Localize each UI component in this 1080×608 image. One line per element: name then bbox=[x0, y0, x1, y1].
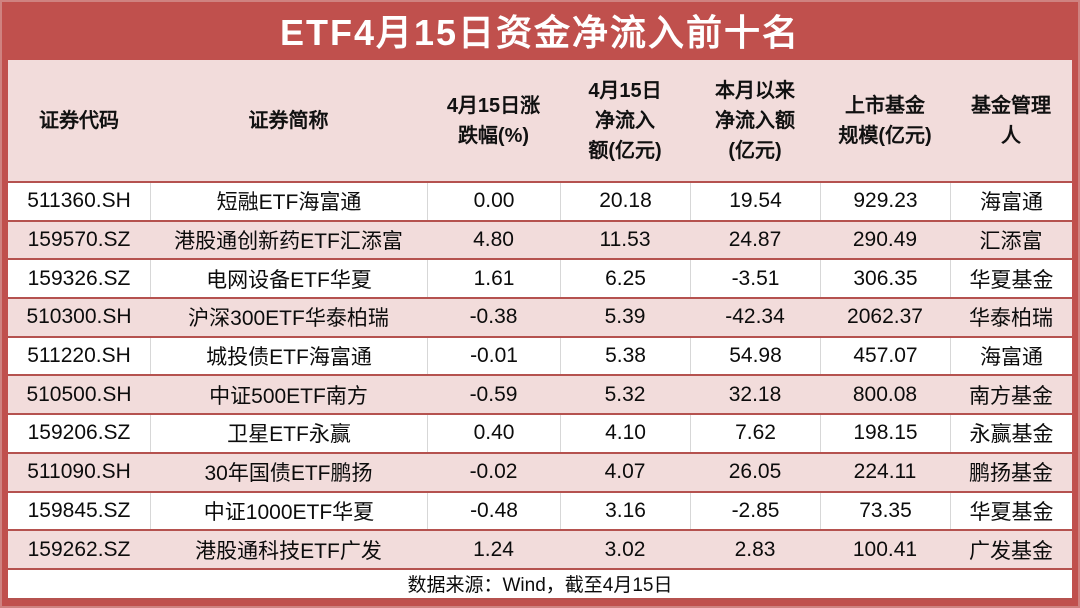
cell-change: -0.02 bbox=[469, 460, 518, 484]
cell-code: 511360.SH bbox=[27, 189, 131, 213]
cell-code: 159206.SZ bbox=[27, 421, 131, 445]
cell-fund-size: 198.15 bbox=[820, 415, 950, 452]
cell-change: -0.01 bbox=[427, 337, 560, 375]
cell-inflow-day: 6.25 bbox=[560, 260, 690, 298]
table-row: 159570.SZ 港股通创新药ETF汇添富 4.80 11.53 24.87 290.4… bbox=[8, 219, 1072, 259]
cell-inflow-month: 26.05 bbox=[728, 460, 782, 484]
cell-inflow-month: 19.54 bbox=[690, 183, 820, 220]
col-header-manager: 基金管理 人 bbox=[971, 94, 1051, 147]
cell-code: 159845.SZ bbox=[27, 498, 131, 522]
col-header-change: 4月15日涨 跌幅(%) bbox=[446, 94, 541, 147]
col-header-fund-size: 上市基金 规模(亿元) bbox=[838, 94, 932, 147]
cell-fund-size: 306.35 bbox=[820, 260, 950, 298]
cell-fund-size: 457.07 bbox=[820, 337, 950, 375]
cell-inflow-month: 7.62 bbox=[690, 415, 820, 452]
table-row: 510500.SH 中证500ETF南方 -0.59 5.32 32.18 800.08 南… bbox=[8, 374, 1072, 414]
cell-inflow-day: 4.10 bbox=[560, 415, 690, 452]
table-row: 159206.SZ 卫星ETF永赢 0.40 4.10 7.62 198.15 永赢基金 bbox=[8, 413, 1072, 452]
cell-change: 0.00 bbox=[427, 183, 560, 220]
cell-fund-size: 224.11 bbox=[853, 460, 917, 484]
cell-manager: 华夏基金 bbox=[950, 492, 1072, 530]
cell-manager: 华夏基金 bbox=[950, 260, 1072, 298]
cell-inflow-day: 3.02 bbox=[604, 537, 646, 561]
cell-code: 511090.SH bbox=[27, 460, 131, 484]
cell-fund-size: 290.49 bbox=[852, 228, 918, 252]
cell-fund-size: 2062.37 bbox=[847, 305, 923, 329]
cell-fund-size: 73.35 bbox=[820, 492, 950, 530]
col-header-inflow-day: 4月15日 净流入 额(亿元) bbox=[588, 79, 662, 162]
cell-inflow-month: 24.87 bbox=[728, 228, 782, 252]
cell-inflow-day: 5.39 bbox=[604, 305, 646, 329]
cell-name: 短融ETF海富通 bbox=[150, 183, 427, 220]
cell-manager: 鹏扬基金 bbox=[969, 462, 1053, 486]
col-header-inflow-month: 本月以来 净流入额 (亿元) bbox=[715, 79, 795, 162]
cell-name: 卫星ETF永赢 bbox=[150, 415, 427, 452]
table-row: 510300.SH 沪深300ETF华泰柏瑞 -0.38 5.39 -42.34 2062… bbox=[8, 297, 1072, 336]
cell-manager: 海富通 bbox=[950, 337, 1072, 375]
source-note: 数据来源：Wind，截至4月15日 bbox=[407, 575, 673, 597]
cell-change: 1.61 bbox=[427, 260, 560, 298]
cell-fund-size: 929.23 bbox=[820, 183, 950, 220]
table-row: 511360.SH 短融ETF海富通 0.00 20.18 19.54 929.23 海富通 bbox=[8, 181, 1072, 220]
cell-change: -0.48 bbox=[427, 492, 560, 530]
table-row: 159326.SZ 电网设备ETF华夏 1.61 6.25 -3.51 306.35 华夏基… bbox=[8, 258, 1072, 298]
table-row: 159262.SZ 港股通科技ETF广发 1.24 3.02 2.83 100.41 广发基… bbox=[8, 529, 1072, 568]
cell-change: -0.38 bbox=[469, 305, 518, 329]
cell-code: 159570.SZ bbox=[27, 228, 131, 252]
cell-inflow-month: -2.85 bbox=[690, 492, 820, 530]
cell-inflow-month: 32.18 bbox=[728, 382, 782, 406]
page-title: ETF4月15日资金净流入前十名 bbox=[279, 12, 801, 53]
cell-inflow-day: 5.32 bbox=[604, 382, 646, 406]
col-header-name: 证券简称 bbox=[248, 109, 329, 132]
cell-inflow-month: 2.83 bbox=[734, 537, 776, 561]
cell-code: 510500.SH bbox=[26, 382, 132, 406]
table-header-row: 证券代码 证券简称 4月15日涨 跌幅(%) 4月15日 净流入 额(亿元) 本… bbox=[8, 60, 1072, 181]
cell-name: 中证500ETF南方 bbox=[209, 384, 368, 408]
cell-manager: 广发基金 bbox=[969, 539, 1053, 563]
cell-manager: 华泰柏瑞 bbox=[969, 307, 1053, 331]
cell-manager: 海富通 bbox=[950, 183, 1072, 220]
cell-name: 30年国债ETF鹏扬 bbox=[204, 462, 373, 486]
cell-name: 港股通科技ETF广发 bbox=[195, 539, 382, 563]
cell-manager: 永赢基金 bbox=[950, 415, 1072, 452]
cell-inflow-day: 3.16 bbox=[560, 492, 690, 530]
cell-change: 1.24 bbox=[473, 537, 514, 561]
col-header-code: 证券代码 bbox=[39, 109, 119, 132]
cell-code: 511220.SH bbox=[27, 344, 131, 368]
data-table: 证券代码 证券简称 4月15日涨 跌幅(%) 4月15日 净流入 额(亿元) 本… bbox=[8, 60, 1072, 600]
cell-name: 电网设备ETF华夏 bbox=[150, 260, 427, 298]
cell-inflow-month: -3.51 bbox=[690, 260, 820, 298]
cell-fund-size: 800.08 bbox=[852, 382, 918, 406]
table-row: 511220.SH 城投债ETF海富通 -0.01 5.38 54.98 457.07 海富… bbox=[8, 335, 1072, 375]
cell-manager: 南方基金 bbox=[969, 384, 1053, 408]
cell-code: 159262.SZ bbox=[27, 537, 131, 561]
cell-name: 中证1000ETF华夏 bbox=[150, 492, 427, 530]
cell-inflow-day: 5.38 bbox=[560, 337, 690, 375]
cell-manager: 汇添富 bbox=[979, 230, 1043, 254]
cell-change: -0.59 bbox=[469, 382, 518, 406]
cell-fund-size: 100.41 bbox=[852, 537, 918, 561]
cell-name: 港股通创新药ETF汇添富 bbox=[174, 230, 403, 254]
cell-change: 4.80 bbox=[473, 228, 514, 252]
cell-change: 0.40 bbox=[427, 415, 560, 452]
cell-code: 510300.SH bbox=[26, 305, 132, 329]
cell-inflow-day: 11.53 bbox=[599, 228, 651, 252]
table-row: 159845.SZ 中证1000ETF华夏 -0.48 3.16 -2.85 73.35 华… bbox=[8, 490, 1072, 530]
cell-inflow-month: 54.98 bbox=[690, 337, 820, 375]
cell-name: 沪深300ETF华泰柏瑞 bbox=[188, 307, 389, 331]
cell-inflow-month: -42.34 bbox=[725, 305, 785, 329]
table-row: 511090.SH 30年国债ETF鹏扬 -0.02 4.07 26.05 224.11 鹏… bbox=[8, 451, 1072, 491]
cell-name: 城投债ETF海富通 bbox=[150, 337, 427, 375]
title-bar: ETF4月15日资金净流入前十名 bbox=[0, 0, 1080, 60]
table-body: 511360.SH 短融ETF海富通 0.00 20.18 19.54 929.23 海富通… bbox=[8, 181, 1072, 568]
cell-inflow-day: 4.07 bbox=[604, 460, 646, 484]
cell-inflow-day: 20.18 bbox=[560, 183, 690, 220]
cell-code: 159326.SZ bbox=[27, 266, 131, 290]
source-note-row: 数据来源：Wind，截至4月15日 bbox=[8, 567, 1072, 600]
